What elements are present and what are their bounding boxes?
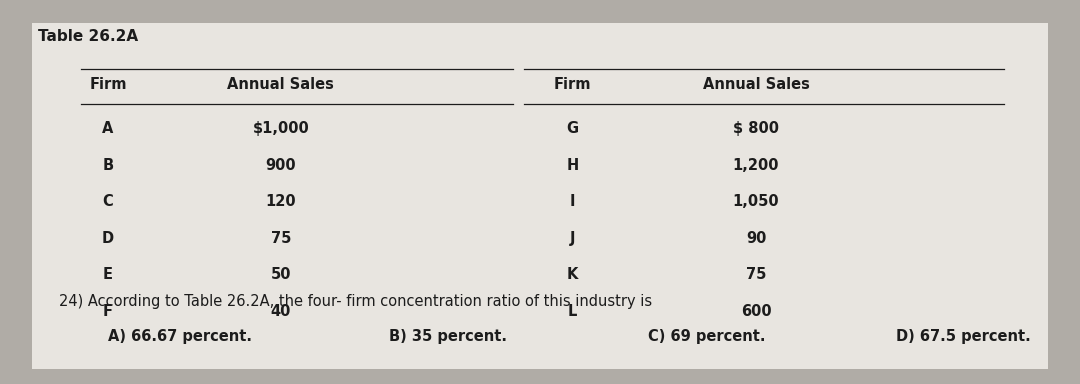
Text: Table 26.2A: Table 26.2A: [38, 29, 138, 44]
Text: A) 66.67 percent.: A) 66.67 percent.: [108, 328, 252, 344]
Text: 50: 50: [271, 267, 291, 282]
Text: Firm: Firm: [554, 77, 591, 92]
Text: C) 69 percent.: C) 69 percent.: [648, 328, 766, 344]
Text: 900: 900: [266, 157, 296, 173]
Text: 1,200: 1,200: [732, 157, 780, 173]
Text: 40: 40: [271, 303, 291, 319]
Text: 120: 120: [266, 194, 296, 209]
Text: Firm: Firm: [90, 77, 126, 92]
Text: J: J: [569, 230, 576, 246]
Text: $1,000: $1,000: [253, 121, 309, 136]
Text: 600: 600: [741, 303, 771, 319]
Text: Annual Sales: Annual Sales: [228, 77, 334, 92]
Text: H: H: [566, 157, 579, 173]
Text: A: A: [103, 121, 113, 136]
Text: Annual Sales: Annual Sales: [703, 77, 809, 92]
Text: 90: 90: [746, 230, 766, 246]
Text: C: C: [103, 194, 113, 209]
Text: E: E: [103, 267, 113, 282]
Text: G: G: [566, 121, 579, 136]
Text: L: L: [568, 303, 577, 319]
Text: D) 67.5 percent.: D) 67.5 percent.: [896, 328, 1031, 344]
Text: 75: 75: [746, 267, 766, 282]
Text: 24) According to Table 26.2A, the four- firm concentration ratio of this industr: 24) According to Table 26.2A, the four- …: [59, 294, 652, 309]
Text: I: I: [569, 194, 576, 209]
Text: $ 800: $ 800: [733, 121, 779, 136]
Text: K: K: [567, 267, 578, 282]
Text: D: D: [102, 230, 114, 246]
Text: B) 35 percent.: B) 35 percent.: [389, 328, 507, 344]
FancyBboxPatch shape: [32, 23, 1048, 369]
Text: 1,050: 1,050: [732, 194, 780, 209]
Text: 75: 75: [271, 230, 291, 246]
Text: F: F: [103, 303, 113, 319]
Text: B: B: [103, 157, 113, 173]
